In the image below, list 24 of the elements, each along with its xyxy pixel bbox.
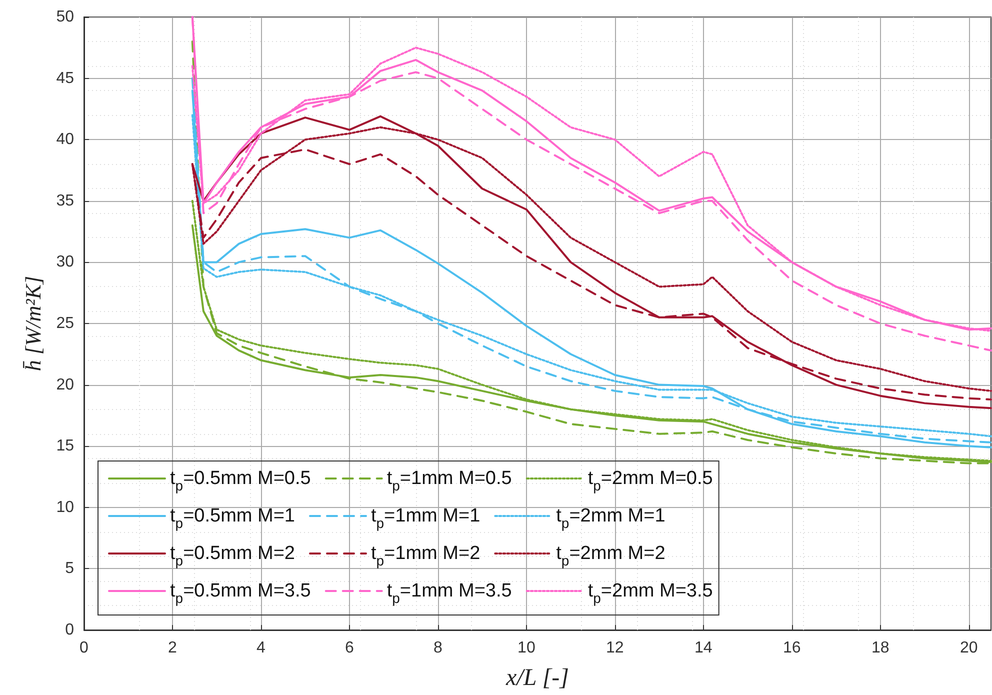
x-tick-label: 20 (960, 640, 978, 656)
y-tick-label: 40 (56, 131, 74, 148)
y-tick-label: 15 (56, 438, 74, 455)
y-axis-title: h̄ [W/m²K] (20, 276, 46, 372)
y-tick-label: 45 (56, 70, 74, 87)
x-tick-label: 14 (694, 640, 712, 656)
x-tick-label: 4 (256, 640, 266, 656)
x-tick-label: 0 (80, 640, 89, 656)
y-tick-label: 35 (56, 192, 74, 210)
x-tick-label: 16 (783, 640, 801, 656)
x-tick-label: 2 (168, 640, 178, 656)
y-tick-label: 30 (56, 254, 74, 271)
x-tick-label: 18 (871, 640, 890, 656)
y-tick-label: 20 (56, 376, 74, 394)
y-tick-label: 25 (56, 315, 74, 332)
x-tick-label: 10 (518, 640, 536, 656)
x-tick-label: 8 (434, 640, 442, 656)
y-tick-label: 50 (56, 8, 74, 26)
x-axis-title: x/L [-] (505, 665, 569, 691)
y-tick-label: 10 (56, 498, 74, 516)
y-tick-label: 5 (65, 560, 74, 578)
x-tick-label: 6 (345, 640, 354, 656)
x-tick-label: 12 (606, 640, 624, 656)
y-tick-label: 0 (65, 622, 74, 638)
